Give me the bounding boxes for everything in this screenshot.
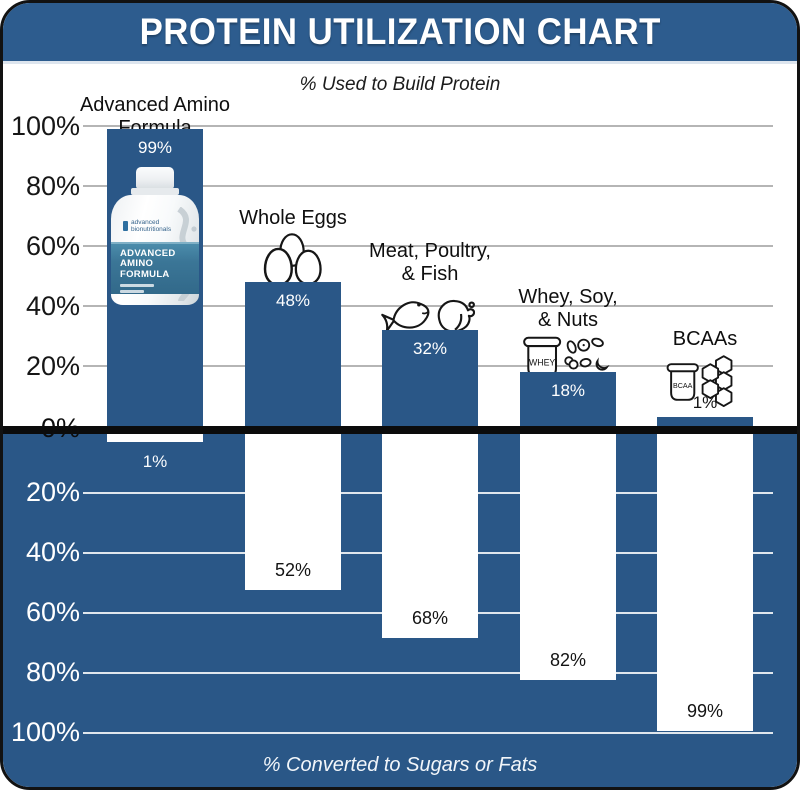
category-whole-eggs: Whole Eggs (198, 207, 388, 288)
bottle-body: advanced bionutritionals ADVANCED AMINO F… (111, 195, 199, 305)
bar-down-whey-soy-nuts: 82% (520, 434, 616, 680)
y-tick-top-40: 40% (25, 291, 80, 321)
brand-line1: advanced (131, 219, 160, 226)
y-tick-zero: 0% (40, 413, 80, 443)
category-label: Whey, Soy, (518, 286, 618, 308)
bar-up-meat-poultry-fish: 32% (382, 330, 478, 426)
bar-down-meat-poultry-fish: 68% (382, 434, 478, 638)
bcaa-jar-label: BCAA (673, 382, 693, 390)
bottle-neck (131, 188, 179, 195)
bottle-front-label: ADVANCED AMINO FORMULA (111, 242, 199, 294)
bottle-label-line3: FORMULA (120, 268, 170, 280)
category-meat-poultry-fish: Meat, Poultry, & Fish (335, 240, 525, 339)
whey-jar-label: WHEY (529, 357, 555, 367)
category-label: Meat, Poultry, (369, 240, 491, 262)
y-tick-bottom-80: 80% (25, 657, 80, 687)
bar-down-value-label: 52% (274, 560, 312, 580)
bottle-label-line1: ADVANCED (120, 248, 176, 259)
category-label: & Nuts (537, 308, 599, 331)
category-label: Whole Eggs (239, 207, 347, 229)
y-tick-top-20: 20% (25, 351, 80, 381)
y-tick-top-60: 60% (25, 231, 80, 261)
y-tick-bottom-40: 40% (25, 537, 80, 567)
bar-up-value-label: 32% (412, 339, 448, 358)
category-label: BCAAs (672, 328, 738, 350)
y-tick-bottom-60: 60% (25, 597, 80, 627)
bar-up-advanced-amino: 99% advanced bionutritionals ADVANCE (107, 129, 203, 426)
category-label: Advanced Amino (79, 94, 231, 116)
top-axis-title: % Used to Build Protein (299, 74, 501, 95)
zero-axis-line (3, 426, 797, 434)
gridline-bottom-100 (83, 732, 773, 734)
y-tick-top-100: 100% (10, 111, 80, 141)
bottom-chart-area: 20% 40% 60% 80% 100% 1% 52% 68% 82% 99% … (3, 434, 797, 787)
bottle-brand: advanced bionutritionals (123, 219, 199, 234)
bar-up-bcaas (657, 417, 753, 426)
supplement-bottle-image: advanced bionutritionals ADVANCED AMINO F… (111, 167, 199, 307)
bcaa-jar-and-honeycomb-icon: BCAA (666, 355, 733, 407)
category-label: & Fish (401, 262, 459, 285)
bar-up-whole-eggs: 48% (245, 282, 341, 426)
bar-down-value-label: 99% (686, 701, 724, 721)
bar-down-advanced-amino (107, 434, 203, 442)
bar-up-whey-soy-nuts: 18% (520, 372, 616, 426)
bar-up-value-label: 18% (550, 381, 586, 400)
chart-title: PROTEIN UTILIZATION CHART (139, 11, 661, 52)
gridline-top-40 (83, 305, 773, 307)
bottle-label-line2: AMINO (120, 258, 154, 270)
chart-header: PROTEIN UTILIZATION CHART (3, 3, 797, 64)
bar-down-value-label: 82% (549, 650, 587, 670)
bar-down-bcaas: 99% (657, 434, 753, 731)
top-chart-area: % Used to Build Protein 100% 80% 60% 40%… (3, 64, 797, 443)
bar-up-value-label: 99% (137, 138, 173, 157)
brand-line2: bionutritionals (131, 226, 172, 234)
y-tick-bottom-20: 20% (25, 477, 80, 507)
bottle-cap (136, 167, 174, 189)
bottle-label-fineprint (120, 290, 144, 294)
gridline-bottom-80 (83, 672, 773, 674)
y-tick-bottom-100: 100% (10, 717, 80, 747)
bar-down-value-label: 68% (411, 608, 449, 628)
gridline-top-100 (83, 125, 773, 127)
eggs-icon (263, 232, 322, 286)
bottom-axis-title: % Converted to Sugars or Fats (262, 754, 538, 776)
bottle-label-fineprint (120, 284, 154, 288)
brand-logo-icon (123, 221, 128, 232)
gridline-top-60 (83, 245, 773, 247)
y-tick-top-80: 80% (25, 171, 80, 201)
gridline-top-80 (83, 185, 773, 187)
bar-up-value-label-bcaas: 1% (692, 393, 718, 412)
bar-down-whole-eggs: 52% (245, 434, 341, 590)
category-bcaas: BCAAs BCAA (610, 328, 797, 410)
fish-and-poultry-icon (381, 299, 476, 332)
bar-down-value-label-advanced-amino: 1% (142, 452, 168, 471)
bar-up-value-label: 48% (275, 291, 311, 310)
